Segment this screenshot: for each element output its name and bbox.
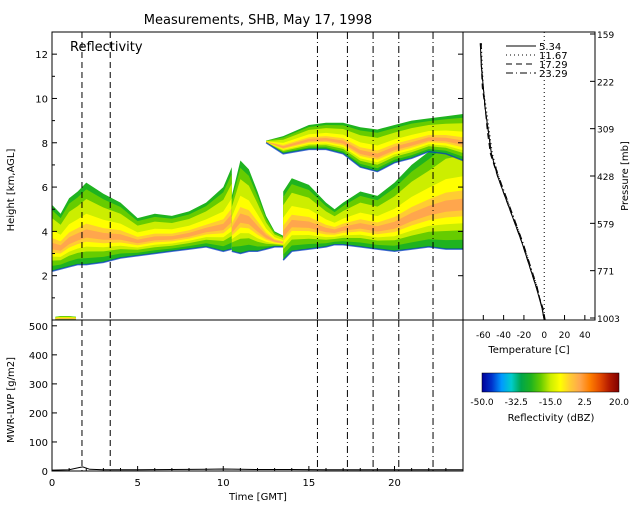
lwp-tick-label: 100 (29, 438, 48, 449)
colorbar-tick-label: -50.0 (470, 398, 494, 408)
reflectivity-echo-layer (52, 114, 463, 320)
reflectivity-panel: 2 4 6 8 10 12 Reflectivity Height [km,AGL] (6, 31, 464, 321)
temperature-tick-label: -40 (496, 331, 511, 341)
pressure-tick-label: 1003 (597, 315, 620, 325)
temperature-tick-label: 20 (559, 331, 571, 341)
colorbar-tick-label: 20.0 (609, 398, 629, 408)
lwp-panel: 0 100 200 300 400 500 0 5 10 15 20 Time [GMT] MWR-… (6, 319, 464, 503)
lwp-axis-label: MWR-LWP [g/m2] (6, 357, 17, 443)
legend-entry-4: 23.29 (539, 69, 568, 80)
lwp-axes: 0 100 200 300 400 500 0 5 10 15 20 (29, 322, 447, 489)
echo-region-1-band-5 (52, 208, 232, 254)
echo-region-1-base (52, 246, 232, 273)
pressure-tick-label: 309 (597, 126, 614, 136)
height-tick-label: 4 (42, 227, 48, 238)
echo-region-2-band-6 (231, 213, 284, 244)
height-axis-label: Height [km,AGL] (6, 149, 17, 232)
colorbar-tick-label: 2.5 (578, 398, 592, 408)
temperature-tick-label: -60 (476, 331, 491, 341)
pressure-axis: 159 222 309 428 579 771 1003 (590, 31, 620, 325)
colorbar-bar (481, 372, 620, 393)
height-tick-label: 8 (42, 139, 48, 150)
pressure-tick-label: 159 (597, 31, 614, 41)
legend-entry-2: 11.67 (539, 51, 568, 62)
echo-region-2-band-4 (231, 195, 284, 245)
pressure-tick-label: 771 (597, 268, 614, 278)
colorbar-label: Reflectivity (dBZ) (508, 413, 595, 424)
legend-entry-3: 17.29 (539, 60, 568, 71)
time-tick-label: 20 (388, 478, 401, 489)
figure-title: Measurements, SHB, May 17, 1998 (144, 13, 372, 28)
height-axis: 2 4 6 8 10 12 (35, 50, 463, 299)
pressure-tick-label: 428 (597, 173, 614, 183)
height-tick-label: 2 (42, 272, 48, 283)
colorbar: -50.0 -32.5 -15.0 2.5 20.0 Reflectivity (dBZ… (470, 372, 629, 424)
temperature-tick-label: 40 (579, 331, 591, 341)
lwp-series-line (52, 466, 463, 471)
temperature-axis: -60 -40 -20 0 20 40 (476, 315, 591, 341)
temperature-profiles (479, 32, 546, 320)
colorbar-tick-label: -32.5 (505, 398, 528, 408)
echo-region-1-band-6 (52, 213, 232, 251)
lwp-tick-label: 500 (29, 322, 48, 333)
echo-region-3-base (282, 243, 463, 261)
lwp-tick-label: 400 (29, 351, 48, 362)
lwp-tick-label: 200 (29, 409, 48, 420)
echo-region-4-band-6 (266, 137, 463, 158)
echo-region-5-band-6 (55, 318, 76, 319)
temperature-series-line-3 (479, 43, 546, 320)
time-tick-label: 15 (303, 478, 316, 489)
time-tick-label: 10 (217, 478, 230, 489)
height-tick-label: 10 (35, 94, 48, 105)
temperature-panel: -60 -40 -20 0 20 40 159 222 309 428 579 771 1003 5.… (462, 31, 631, 356)
time-tick-label: 5 (134, 478, 140, 489)
reference-lines (81, 32, 434, 320)
lwp-reference-lines (81, 320, 434, 471)
pressure-axis-label: Pressure [mb] (620, 141, 631, 211)
reflectivity-panel-label: Reflectivity (70, 40, 143, 55)
time-tick-label: 0 (49, 478, 55, 489)
pressure-tick-label: 579 (597, 220, 614, 230)
legend-entry-1: 5.34 (539, 42, 561, 53)
colorbar-ticks: -50.0 -32.5 -15.0 2.5 20.0 (470, 398, 629, 408)
colorbar-tick-label: -15.0 (539, 398, 563, 408)
temperature-axis-label: Temperature [C] (487, 345, 569, 356)
echo-region-4-base (265, 142, 463, 173)
time-axis-label: Time [GMT] (228, 492, 287, 503)
height-tick-label: 12 (35, 50, 48, 61)
lwp-tick-label: 300 (29, 380, 48, 391)
echo-region-4-band-5 (266, 135, 463, 160)
pressure-tick-label: 222 (597, 78, 614, 88)
echo-region-2-base (231, 246, 284, 255)
lwp-tick-label: 0 (42, 467, 48, 478)
height-tick-label: 6 (42, 183, 48, 194)
temperature-tick-label: -20 (517, 331, 532, 341)
temperature-tick-label: 0 (541, 331, 547, 341)
